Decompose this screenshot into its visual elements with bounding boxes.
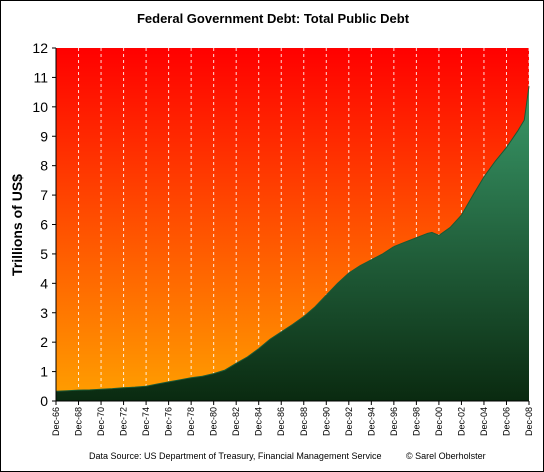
x-tick-label: Dec-74 <box>141 407 151 436</box>
x-tick-label: Dec-08 <box>524 407 534 436</box>
debt-line <box>55 86 530 392</box>
y-tick-label: 3 <box>40 305 48 321</box>
chart-title: Federal Government Debt: Total Public De… <box>137 11 410 26</box>
x-tick-label: Dec-98 <box>411 407 421 436</box>
y-tick-label: 8 <box>40 158 48 174</box>
y-tick-label: 11 <box>33 69 48 85</box>
y-tick-label: 5 <box>40 246 48 262</box>
y-tick-label: 6 <box>40 217 48 233</box>
x-tick-label: Dec-66 <box>51 407 61 436</box>
x-tick-label: Dec-76 <box>164 407 174 436</box>
x-tick-label: Dec-96 <box>389 407 399 436</box>
x-tick-label: Dec-70 <box>96 407 106 436</box>
y-axis-label: Trillions of US$ <box>9 174 25 276</box>
y-tick-label: 0 <box>40 393 48 409</box>
x-tick-label: Dec-00 <box>434 407 444 436</box>
x-tick-label: Dec-04 <box>479 407 489 436</box>
x-axis-ticks: Dec-66 Dec-68 Dec-70 Dec-72 Dec-74 Dec-76 Dec-… <box>51 401 534 436</box>
y-tick-label: 7 <box>40 187 48 203</box>
data-source-note: Data Source: US Department of Treasury, … <box>89 451 381 461</box>
y-tick-label: 10 <box>32 99 48 115</box>
x-tick-label: Dec-90 <box>321 407 331 436</box>
y-tick-label: 12 <box>32 40 48 56</box>
x-tick-label: Dec-72 <box>119 407 129 436</box>
copyright-note: © Sarel Oberholster <box>406 451 486 461</box>
y-tick-label: 4 <box>40 275 48 291</box>
x-tick-label: Dec-78 <box>186 407 196 436</box>
x-tick-label: Dec-86 <box>276 407 286 436</box>
x-tick-label: Dec-92 <box>344 407 354 436</box>
y-tick-label: 1 <box>40 364 48 380</box>
x-tick-label: Dec-68 <box>74 407 84 436</box>
y-tick-label: 9 <box>40 128 48 144</box>
x-tick-label: Dec-80 <box>209 407 219 436</box>
y-tick-label: 2 <box>40 334 48 350</box>
debt-area <box>56 86 529 402</box>
x-tick-label: Dec-82 <box>231 407 241 436</box>
x-tick-label: Dec-06 <box>501 407 511 436</box>
x-tick-label: Dec-02 <box>456 407 466 436</box>
x-tick-label: Dec-94 <box>366 407 376 436</box>
x-tick-label: Dec-84 <box>254 407 264 436</box>
x-tick-label: Dec-88 <box>299 407 309 436</box>
